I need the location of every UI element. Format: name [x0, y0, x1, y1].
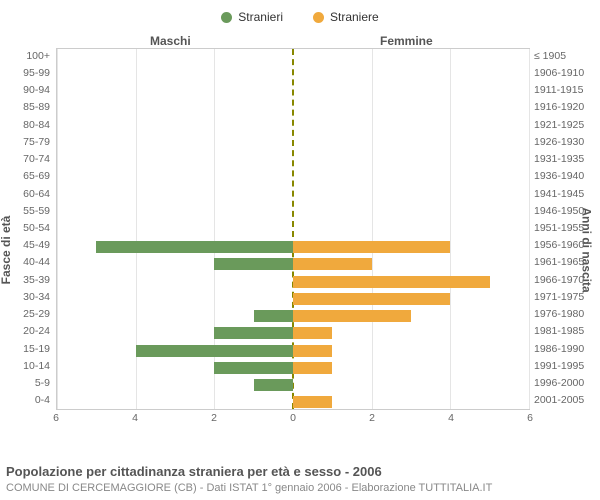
bar-female	[293, 241, 450, 253]
bar-male	[136, 345, 293, 357]
x-axis-ticks: 6 4 2 0 2 4 6	[56, 412, 530, 426]
x-tick: 0	[290, 412, 296, 424]
bar-female	[293, 258, 372, 270]
y-label-birth: ≤ 1905	[534, 50, 566, 62]
y-label-age: 0-4	[0, 394, 50, 406]
x-tick: 4	[448, 412, 454, 424]
y-label-birth: 1921-1925	[534, 119, 584, 131]
y-label-age: 100+	[0, 50, 50, 62]
gridline	[57, 49, 58, 409]
bar-female	[293, 327, 332, 339]
header-maschi: Maschi	[150, 34, 191, 48]
bar-male	[96, 241, 293, 253]
y-label-age: 95-99	[0, 67, 50, 79]
x-tick: 2	[369, 412, 375, 424]
bar-male	[214, 362, 293, 374]
gridline	[450, 49, 451, 409]
bar-male	[214, 258, 293, 270]
y-label-birth: 1941-1945	[534, 188, 584, 200]
legend-item-straniere: Straniere	[313, 10, 379, 24]
bar-female	[293, 396, 332, 408]
y-label-age: 45-49	[0, 239, 50, 251]
bar-female	[293, 310, 411, 322]
y-label-birth: 1951-1955	[534, 222, 584, 234]
legend-item-stranieri: Stranieri	[221, 10, 283, 24]
y-label-age: 30-34	[0, 291, 50, 303]
footer: Popolazione per cittadinanza straniera p…	[6, 464, 594, 494]
y-label-age: 5-9	[0, 377, 50, 389]
x-tick: 2	[211, 412, 217, 424]
y-label-birth: 1926-1930	[534, 136, 584, 148]
y-label-birth: 1931-1935	[534, 153, 584, 165]
y-label-age: 60-64	[0, 188, 50, 200]
header-femmine: Femmine	[380, 34, 433, 48]
y-label-birth: 1966-1970	[534, 274, 584, 286]
y-label-age: 80-84	[0, 119, 50, 131]
legend-label-stranieri: Stranieri	[238, 10, 283, 24]
y-label-birth: 1991-1995	[534, 360, 584, 372]
y-label-birth: 1976-1980	[534, 308, 584, 320]
y-label-birth: 1961-1965	[534, 256, 584, 268]
y-label-age: 70-74	[0, 153, 50, 165]
bar-male	[254, 379, 293, 391]
bar-female	[293, 293, 450, 305]
legend-dot-stranieri	[221, 12, 232, 23]
y-label-age: 40-44	[0, 256, 50, 268]
y-label-birth: 1971-1975	[534, 291, 584, 303]
bar-female	[293, 362, 332, 374]
y-label-birth: 1956-1960	[534, 239, 584, 251]
legend: Stranieri Straniere	[0, 0, 600, 28]
y-label-age: 50-54	[0, 222, 50, 234]
y-label-age: 25-29	[0, 308, 50, 320]
y-label-birth: 1936-1940	[534, 170, 584, 182]
footer-title: Popolazione per cittadinanza straniera p…	[6, 464, 594, 479]
y-label-age: 75-79	[0, 136, 50, 148]
y-label-birth: 1986-1990	[534, 343, 584, 355]
y-label-birth: 2001-2005	[534, 394, 584, 406]
bar-female	[293, 276, 490, 288]
y-label-birth: 1911-1915	[534, 84, 583, 96]
x-tick: 6	[53, 412, 59, 424]
bar-male	[254, 310, 293, 322]
y-label-age: 85-89	[0, 101, 50, 113]
legend-dot-straniere	[313, 12, 324, 23]
y-label-age: 35-39	[0, 274, 50, 286]
y-label-age: 15-19	[0, 343, 50, 355]
y-label-birth: 1916-1920	[534, 101, 584, 113]
chart-container: Stranieri Straniere Maschi Femmine Fasce…	[0, 0, 600, 500]
y-label-birth: 1981-1985	[534, 325, 584, 337]
y-label-age: 55-59	[0, 205, 50, 217]
gridline	[529, 49, 530, 409]
y-label-birth: 1906-1910	[534, 67, 584, 79]
bar-male	[214, 327, 293, 339]
x-tick: 6	[527, 412, 533, 424]
legend-label-straniere: Straniere	[330, 10, 379, 24]
x-tick: 4	[132, 412, 138, 424]
y-label-age: 90-94	[0, 84, 50, 96]
gridline	[372, 49, 373, 409]
y-label-age: 20-24	[0, 325, 50, 337]
bar-female	[293, 345, 332, 357]
footer-subtitle: COMUNE DI CERCEMAGGIORE (CB) - Dati ISTA…	[6, 482, 594, 494]
y-label-birth: 1996-2000	[534, 377, 584, 389]
y-label-birth: 1946-1950	[534, 205, 584, 217]
y-label-age: 65-69	[0, 170, 50, 182]
y-label-age: 10-14	[0, 360, 50, 372]
plot-area	[56, 48, 530, 410]
